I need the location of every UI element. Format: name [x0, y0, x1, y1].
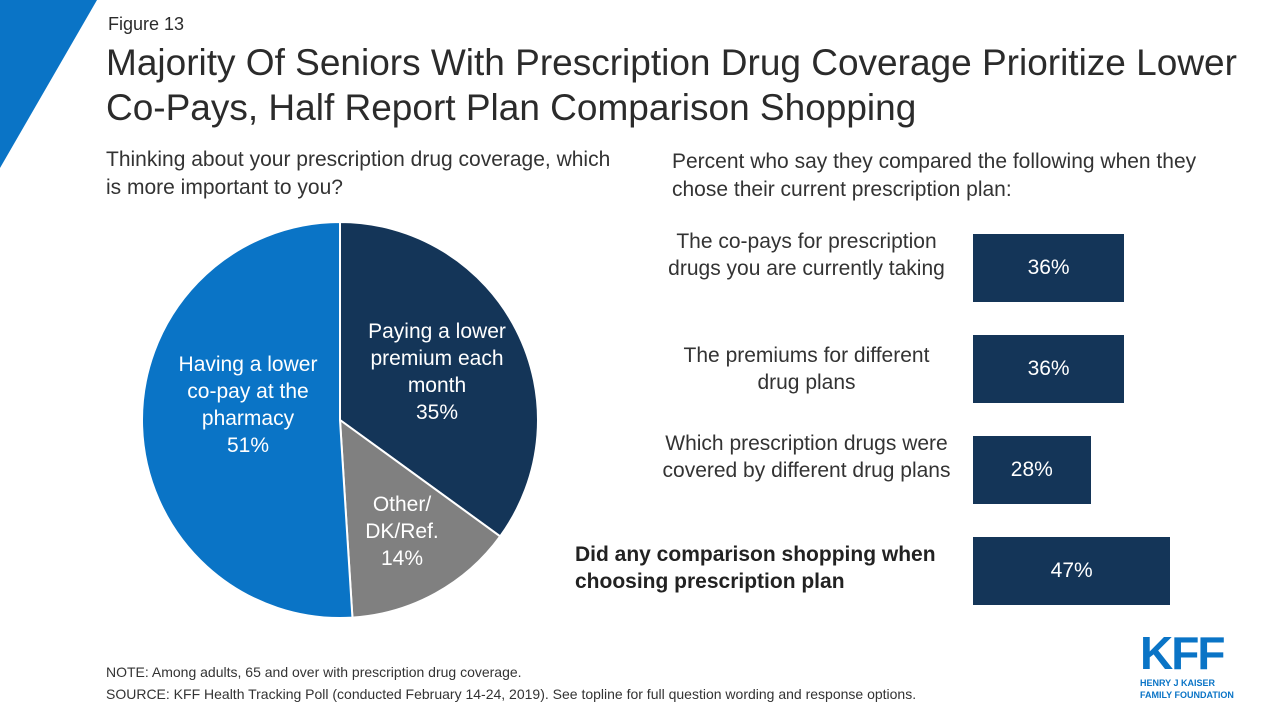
note-text: NOTE: Among adults, 65 and over with pre… — [106, 664, 522, 680]
pie-question: Thinking about your prescription drug co… — [106, 148, 611, 199]
pie-value-other: 14% — [380, 547, 424, 570]
bar-label-any-shopping: Did any comparison shopping when choosin… — [575, 543, 936, 593]
source-text: SOURCE: KFF Health Tracking Poll (conduc… — [106, 686, 917, 702]
pie-label-copay: Having a lower co-pay at the pharmacy 51… — [178, 351, 318, 459]
figure-label: Figure 13 — [108, 14, 185, 34]
bar-value-covered: 28% — [1010, 458, 1053, 481]
pie-chart: Paying a lower premium each month 35% Ot… — [120, 200, 560, 640]
pie-slice-premium — [339, 220, 539, 538]
bar-label-premiums: The premiums for different drug plans — [683, 344, 930, 394]
pie-svg — [140, 220, 539, 619]
bar-label-covered: Which prescription drugs were covered by… — [662, 432, 951, 482]
pie-slice-copay — [140, 220, 354, 619]
bar-copays: 36% — [973, 234, 1125, 302]
bar-value-premiums: 36% — [1027, 357, 1070, 380]
pie-label-premium-text: Paying a lower premium each month — [368, 320, 506, 397]
pie-value-copay: 51% — [226, 434, 270, 457]
pie-label-other: Other/ DK/Ref. 14% — [357, 491, 447, 572]
bar-chart-title: Percent who say they compared the follow… — [672, 150, 1197, 201]
bar-covered: 28% — [973, 436, 1091, 504]
bar-any-shopping: 47% — [973, 537, 1171, 605]
pie-slice-other — [338, 417, 502, 619]
pie-value-premium: 35% — [415, 401, 459, 424]
logo-line-2: FAMILY FOUNDATION — [1140, 690, 1234, 700]
kff-logo: KFF HENRY J KAISER FAMILY FOUNDATION — [1140, 630, 1240, 700]
page-title: Majority Of Seniors With Prescription Dr… — [106, 42, 1237, 128]
bar-value-any-shopping: 47% — [1050, 559, 1093, 582]
bar-value-copays: 36% — [1027, 256, 1070, 279]
bar-premiums: 36% — [973, 335, 1125, 403]
bar-label-copays: The co-pays for prescription drugs you a… — [668, 230, 945, 280]
pie-label-premium: Paying a lower premium each month 35% — [352, 318, 522, 426]
logo-wordmark: KFF — [1140, 627, 1225, 679]
logo-line-1: HENRY J KAISER — [1140, 678, 1216, 688]
pie-label-copay-text: Having a lower co-pay at the pharmacy — [178, 353, 318, 430]
corner-decoration — [0, 0, 97, 168]
pie-label-other-text: Other/ DK/Ref. — [365, 493, 439, 543]
